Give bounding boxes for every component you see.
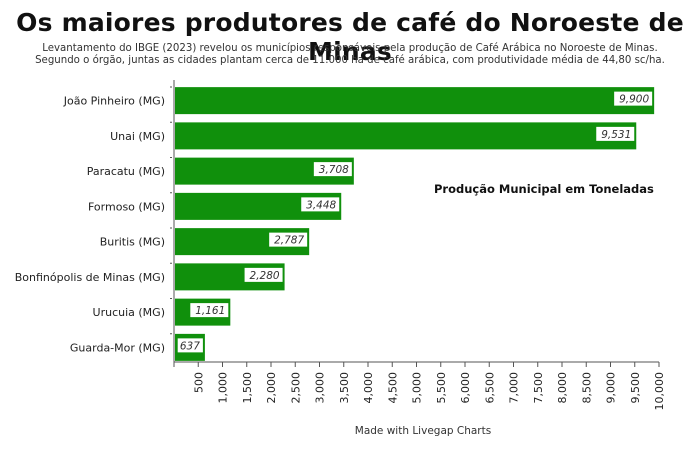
bar xyxy=(175,122,637,150)
x-tick-label: 1,000 xyxy=(217,372,230,404)
category-label: Bonfinópolis de Minas (MG) xyxy=(15,271,165,284)
x-tick-label: 3,000 xyxy=(314,372,327,404)
x-tick-label: 10,000 xyxy=(653,372,666,411)
data-label-box xyxy=(244,267,283,282)
data-label: 2,787 xyxy=(274,235,304,247)
footer-credit: Made with Livegap Charts xyxy=(354,425,492,437)
chart-subtitle: Levantamento do IBGE (2023) revelou os m… xyxy=(10,43,690,67)
data-label-box xyxy=(177,338,203,353)
x-tick-label: 5,000 xyxy=(411,372,424,404)
data-label-box xyxy=(190,303,229,318)
data-label-box xyxy=(269,232,308,247)
data-label: 3,708 xyxy=(319,164,349,176)
category-label: Formoso (MG) xyxy=(88,200,165,213)
x-tick-label: 9,500 xyxy=(629,372,642,404)
data-label-box xyxy=(614,91,653,106)
x-tick-label: 6,000 xyxy=(459,372,472,404)
data-label: 1,161 xyxy=(195,305,225,317)
x-tick-label: 6,500 xyxy=(483,372,496,404)
data-label-box xyxy=(313,162,352,177)
data-label: 2,280 xyxy=(250,270,280,282)
category-label: Unai (MG) xyxy=(110,130,165,143)
category-label: João Pinheiro (MG) xyxy=(63,95,165,108)
x-tick-label: 4,000 xyxy=(362,372,375,404)
category-label: Buritis (MG) xyxy=(100,236,165,249)
x-tick-label: 8,000 xyxy=(556,372,569,404)
x-tick-label: 7,000 xyxy=(508,372,521,404)
data-label-box xyxy=(596,126,635,141)
data-label: 9,531 xyxy=(601,129,631,141)
x-tick-label: 2,000 xyxy=(265,372,278,404)
data-label-box xyxy=(301,197,340,212)
category-label: Urucuia (MG) xyxy=(93,306,165,319)
x-tick-label: 9,000 xyxy=(605,372,618,404)
x-tick-label: 7,500 xyxy=(532,372,545,404)
chart-annotation: Produção Municipal em Toneladas xyxy=(434,182,654,196)
chart-title: Os maiores produtores de café do Noroest… xyxy=(16,8,684,66)
x-tick-label: 3,500 xyxy=(338,372,351,404)
x-tick-label: 5,500 xyxy=(435,372,448,404)
subtitle-line-1: Levantamento do IBGE (2023) revelou os m… xyxy=(42,43,658,54)
data-label: 637 xyxy=(180,340,200,352)
data-label: 3,448 xyxy=(306,199,336,211)
category-label: Paracatu (MG) xyxy=(87,165,165,178)
x-tick-label: 500 xyxy=(192,372,205,393)
category-label: Guarda-Mor (MG) xyxy=(70,341,165,354)
x-tick-label: 2,500 xyxy=(289,372,302,404)
data-label: 9,900 xyxy=(619,94,649,106)
subtitle-line-2: Segundo o órgão, juntas as cidades plant… xyxy=(35,55,665,66)
x-tick-label: 4,500 xyxy=(386,372,399,404)
x-tick-label: 1,500 xyxy=(241,372,254,404)
x-tick-label: 8,500 xyxy=(580,372,593,404)
bar xyxy=(175,87,655,115)
